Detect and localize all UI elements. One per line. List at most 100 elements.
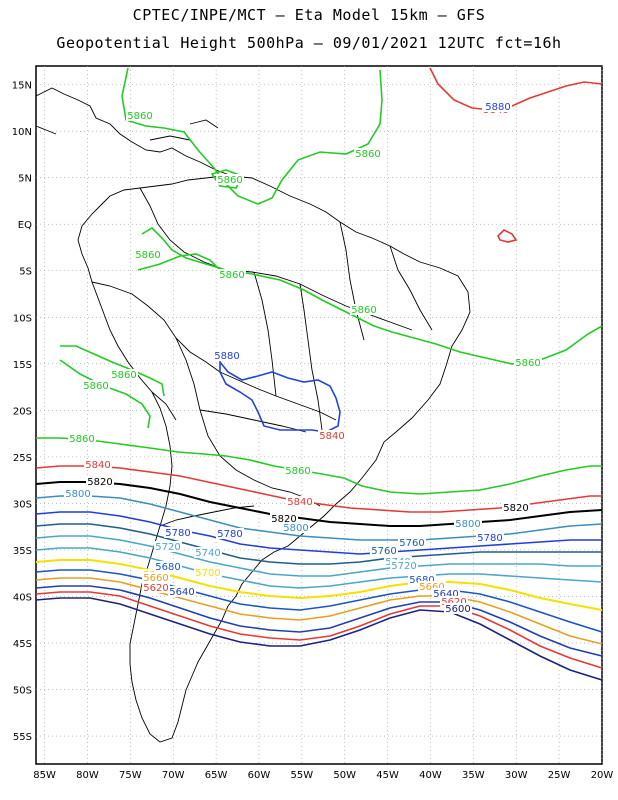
contour-5760 <box>35 523 602 565</box>
lon-tick-label: 40W <box>419 770 442 781</box>
contour-label-5860: 5860 <box>69 434 94 445</box>
lat-tick-label: 50S <box>13 686 32 697</box>
contour-label-bg <box>68 433 96 444</box>
lon-tick-label: 65W <box>205 770 228 781</box>
contour-label-bg <box>194 567 222 578</box>
contour-label-5780: 5780 <box>165 528 190 539</box>
contour-5740 <box>35 535 602 577</box>
contour-5860-pacific <box>60 345 165 397</box>
contour-label-bg <box>82 380 110 391</box>
lon-tick-label: 45W <box>376 770 399 781</box>
contour-label-5860: 5860 <box>217 175 242 186</box>
contour-5860-south <box>36 437 602 495</box>
contour-label-5660: 5660 <box>143 573 168 584</box>
contour-5880 <box>219 359 341 433</box>
lat-tick-label: 5S <box>19 267 32 278</box>
contour-label-bg <box>164 527 192 538</box>
contour-label-bg <box>282 522 310 533</box>
contour-label-5780: 5780 <box>217 529 242 540</box>
lon-tick-label: 60W <box>248 770 271 781</box>
contour-label-bg <box>484 101 512 112</box>
contour-label-5620: 5620 <box>143 583 168 594</box>
contour-label-5840: 5840 <box>287 497 312 508</box>
contour-label-bg <box>86 476 114 487</box>
lon-tick-label: 35W <box>462 770 485 781</box>
contour-label-5860: 5860 <box>135 250 160 261</box>
contour-label-bg <box>370 545 398 556</box>
contour-5820 <box>35 481 603 527</box>
contour-label-bg <box>502 502 530 513</box>
coastlines <box>35 87 471 743</box>
contour-label-5860: 5860 <box>127 111 152 122</box>
contour-label-5860: 5860 <box>111 370 136 381</box>
contour-label-bg <box>194 547 222 558</box>
contour-label-5860: 5860 <box>285 466 310 477</box>
contour-label-5840: 5840 <box>319 431 344 442</box>
lat-tick-label: 15S <box>13 360 32 371</box>
contour-label-5860: 5860 <box>351 305 376 316</box>
lat-tick-label: 20S <box>13 406 32 417</box>
contour-5840-patch <box>497 229 518 243</box>
contour-label-5640: 5640 <box>169 587 194 598</box>
contour-label-5760: 5760 <box>371 546 396 557</box>
contour-label-5720: 5720 <box>155 542 180 553</box>
contour-label-bg <box>514 357 542 368</box>
contour-5680 <box>35 569 603 633</box>
contour-label-5860: 5860 <box>515 358 540 369</box>
contour-5860-pacific2 <box>59 359 151 429</box>
lat-tick-label: EQ <box>18 220 32 231</box>
contour-label-bg <box>168 586 196 597</box>
contour-label-bg <box>418 581 446 592</box>
map-title: CPTEC/INPE/MCT – Eta Model 15km – GFS <box>132 6 486 24</box>
lon-tick-label: 70W <box>162 770 185 781</box>
contour-5860-west <box>137 253 221 271</box>
contour-label-bg <box>64 488 92 499</box>
lat-tick-label: 15N <box>12 81 32 92</box>
contour-label-bg <box>216 174 244 185</box>
contour-label-5860: 5860 <box>355 149 380 160</box>
lat-tick-label: 25S <box>13 453 32 464</box>
map-subtitle: Geopotential Height 500hPa – 09/01/2021 … <box>56 34 562 52</box>
contour-label-bg <box>213 350 241 361</box>
contour-label-5800: 5800 <box>455 519 480 530</box>
contour-label-5840: 5840 <box>85 460 110 471</box>
contour-5700 <box>35 559 603 611</box>
lon-tick-label: 30W <box>505 770 528 781</box>
contour-label-5820: 5820 <box>503 503 528 514</box>
contour-label-bg <box>476 532 504 543</box>
lat-tick-label: 45S <box>13 639 32 650</box>
contour-5860-north <box>121 67 383 205</box>
lon-tick-label: 55W <box>291 770 314 781</box>
contour-label-5880: 5880 <box>485 102 510 113</box>
contour-label-5860: 5860 <box>219 270 244 281</box>
contour-label-5860: 5860 <box>83 381 108 392</box>
lon-tick-label: 80W <box>76 770 99 781</box>
contour-label-5740: 5740 <box>195 548 220 559</box>
longitude-tick-labels: 85W 80W 75W 70W 65W 60W 55W 50W 45W 40W 35W 30W 25W 2… <box>33 770 613 781</box>
latitude-tick-labels: 15N 10N 5N EQ 5S 10S 15S 20S 25S 30S 35S 40S 45S 50S 5… <box>12 81 32 743</box>
lon-tick-label: 50W <box>333 770 356 781</box>
contour-label-5640: 5640 <box>433 589 458 600</box>
contour-label-bg <box>84 459 112 470</box>
lat-tick-label: 30S <box>13 499 32 510</box>
contour-5720 <box>35 547 603 589</box>
contour-label-bg <box>142 582 170 593</box>
lat-tick-label: 10S <box>13 313 32 324</box>
contour-label-bg <box>216 528 244 539</box>
contour-label-bg <box>390 560 418 571</box>
contour-label-5760: 5760 <box>399 538 424 549</box>
map-frame <box>35 65 603 765</box>
lon-tick-label: 85W <box>33 770 56 781</box>
contour-label-5680: 5680 <box>409 575 434 586</box>
lat-tick-label: 40S <box>13 592 32 603</box>
lat-tick-label: 35S <box>13 546 32 557</box>
contour-label-bg <box>440 596 468 607</box>
contour-5620 <box>35 591 603 669</box>
lat-tick-label: 10N <box>12 127 32 138</box>
contour-label-bg <box>432 588 460 599</box>
lon-tick-label: 20W <box>591 770 614 781</box>
contour-label-bg <box>350 304 378 315</box>
contour-label-bg <box>444 603 472 614</box>
contour-label-layer: 5840586058605860586058605860586058605860… <box>64 101 542 615</box>
